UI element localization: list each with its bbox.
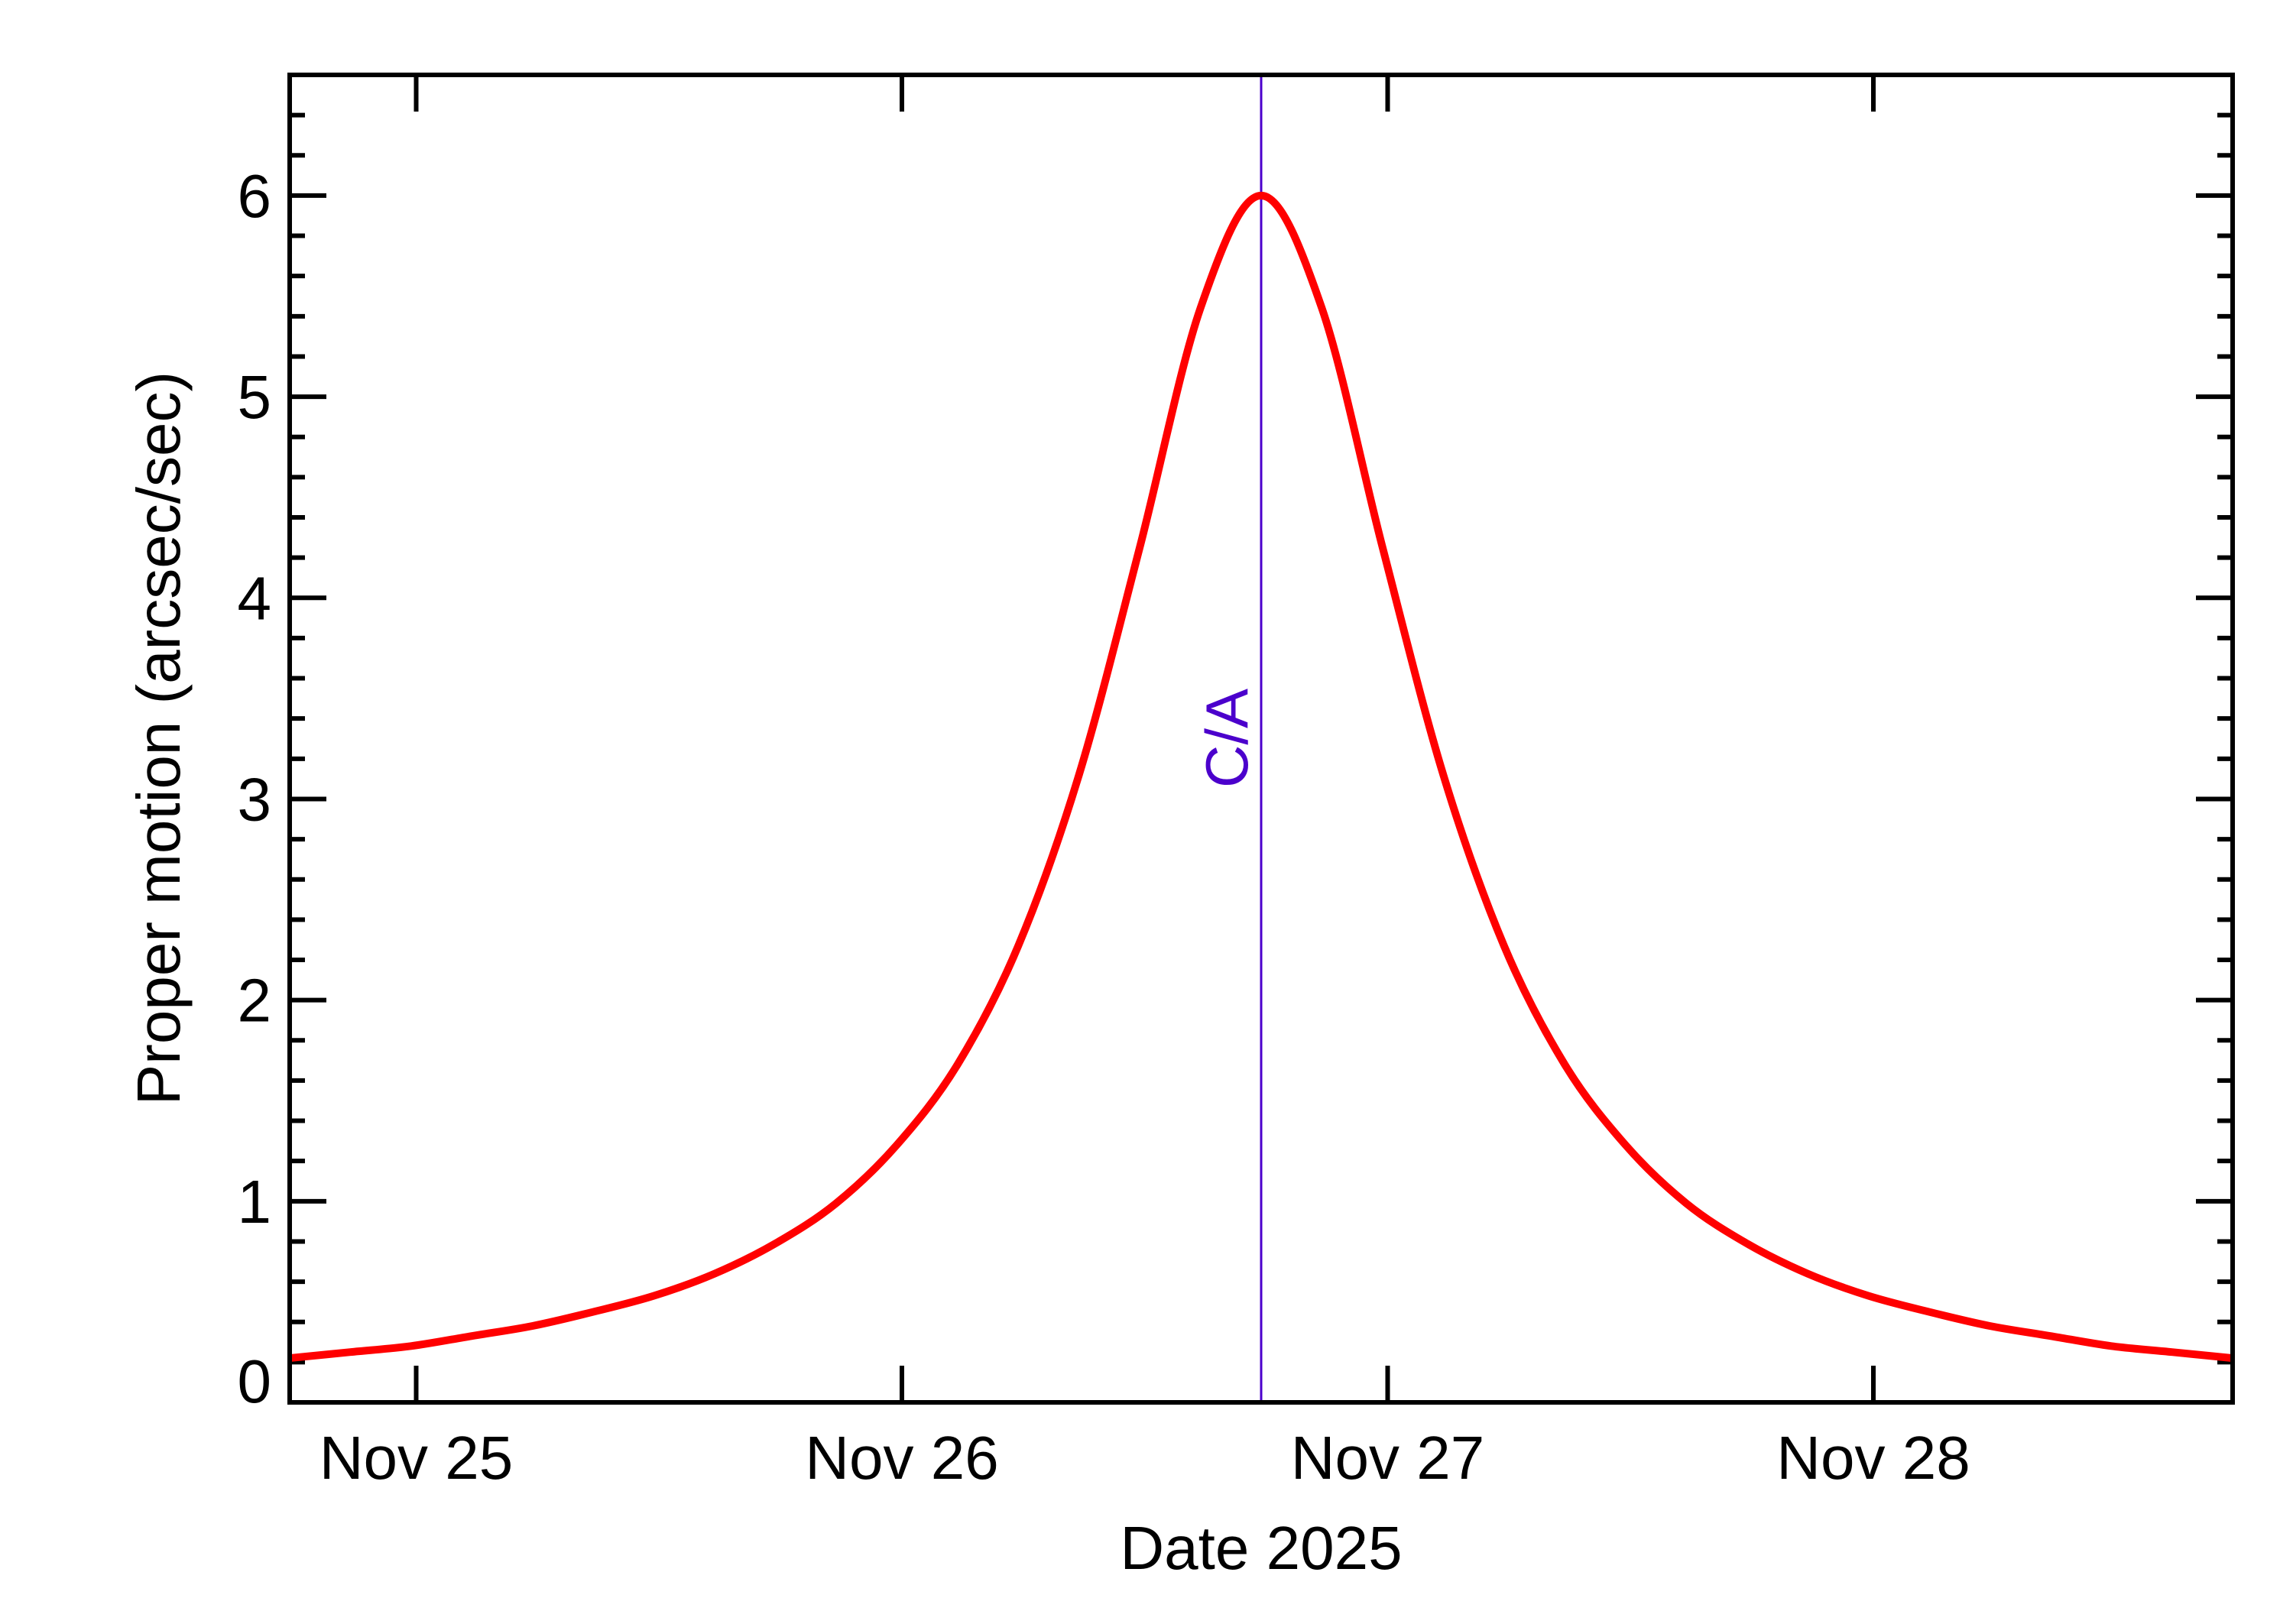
plot-frame [287,73,2235,1405]
x-tick-label: Nov 25 [319,1424,513,1492]
y-tick-label: 2 [238,967,272,1035]
x-tick-label: Nov 28 [1776,1424,1970,1492]
y-tick-label: 1 [238,1168,272,1236]
y-tick-label: 3 [238,765,272,833]
x-axis-title: Date 2025 [1120,1514,1402,1582]
y-tick-label: 4 [238,564,272,632]
y-tick-label: 6 [238,162,272,230]
y-tick-label: 0 [238,1347,272,1415]
y-axis-title: Proper motion (arcsec/sec) [125,371,193,1105]
y-tick-label: 5 [238,363,272,431]
x-tick-label: Nov 26 [805,1424,998,1492]
tick-labels: Nov 25 Nov 26 Nov 27 Nov 28 0 1 2 3 4 5 6 [238,162,1970,1492]
x-tick-label: Nov 27 [1291,1424,1484,1492]
closest-approach-label: C/A [1193,689,1260,788]
plot-marks: C/A [289,75,2233,1402]
